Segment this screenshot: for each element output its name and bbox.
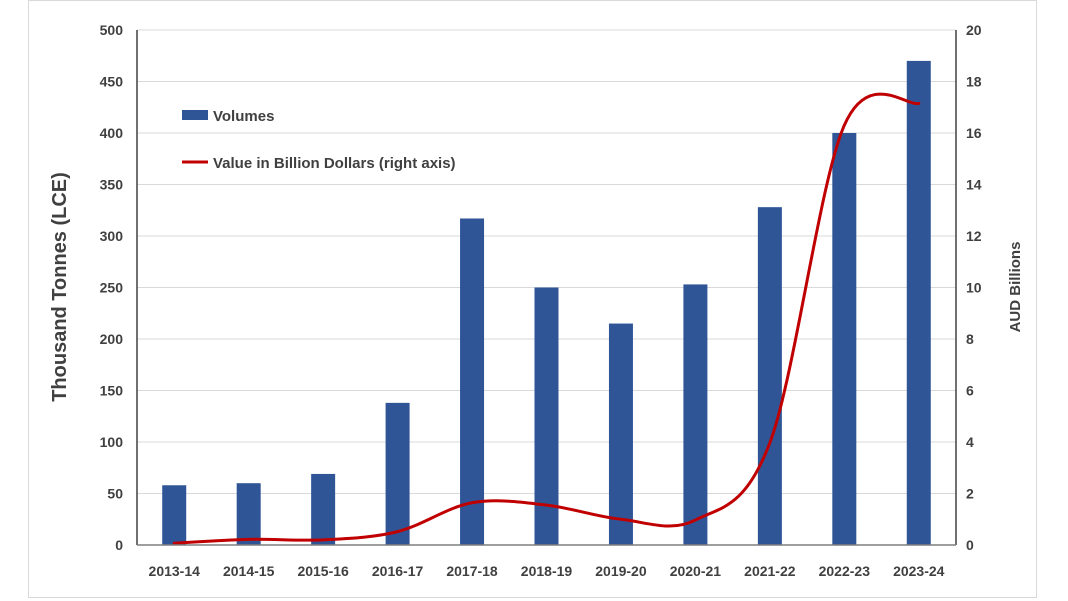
x-tick-label: 2020-21 [670,563,722,579]
y2-tick-label: 20 [966,22,982,38]
bar [683,284,708,545]
y-tick-label: 250 [100,280,124,296]
x-tick-label: 2014-15 [223,563,275,579]
y-tick-label: 350 [100,177,124,193]
x-tick-label: 2021-22 [744,563,796,579]
bar [236,483,261,545]
x-tick-label: 2013-14 [149,563,201,579]
y2-tick-label: 6 [966,383,974,399]
y-tick-label: 400 [100,125,124,141]
y2-tick-label: 8 [966,331,974,347]
legend-swatch-volumes [182,110,208,120]
y2-tick-label: 4 [966,434,974,450]
bar [757,207,782,545]
bar [906,60,931,546]
x-tick-label: 2017-18 [446,563,498,579]
bar [460,218,485,546]
y-tick-label: 100 [100,434,124,450]
x-tick-label: 2023-24 [893,563,945,579]
y2-axis-title: AUD Billions [1007,242,1024,333]
legend-label-value: Value in Billion Dollars (right axis) [213,155,456,172]
y-tick-label: 500 [100,22,124,38]
bar [534,287,559,545]
y-axis-title: Thousand Tonnes (LCE) [49,172,71,402]
y-tick-label: 150 [100,383,124,399]
bar [385,402,410,545]
legend-label-volumes: Volumes [213,108,274,125]
x-tick-label: 2022-23 [819,563,871,579]
bar [311,473,336,545]
y-tick-label: 200 [100,331,124,347]
bar [162,485,187,545]
y-tick-label: 50 [107,486,123,502]
y2-tick-label: 12 [966,228,982,244]
bar [608,323,633,545]
x-tick-label: 2018-19 [521,563,573,579]
y2-tick-label: 16 [966,125,982,141]
y2-tick-label: 18 [966,74,982,90]
x-tick-label: 2019-20 [595,563,647,579]
x-tick-label: 2015-16 [297,563,349,579]
y2-tick-label: 10 [966,280,982,296]
chart-frame [28,0,1037,598]
y2-tick-label: 0 [966,537,974,553]
y-tick-label: 450 [100,74,124,90]
y2-tick-label: 2 [966,486,974,502]
y-tick-label: 300 [100,228,124,244]
y-tick-label: 0 [115,537,123,553]
y2-tick-label: 14 [966,177,982,193]
x-tick-label: 2016-17 [372,563,424,579]
bar [832,133,857,545]
